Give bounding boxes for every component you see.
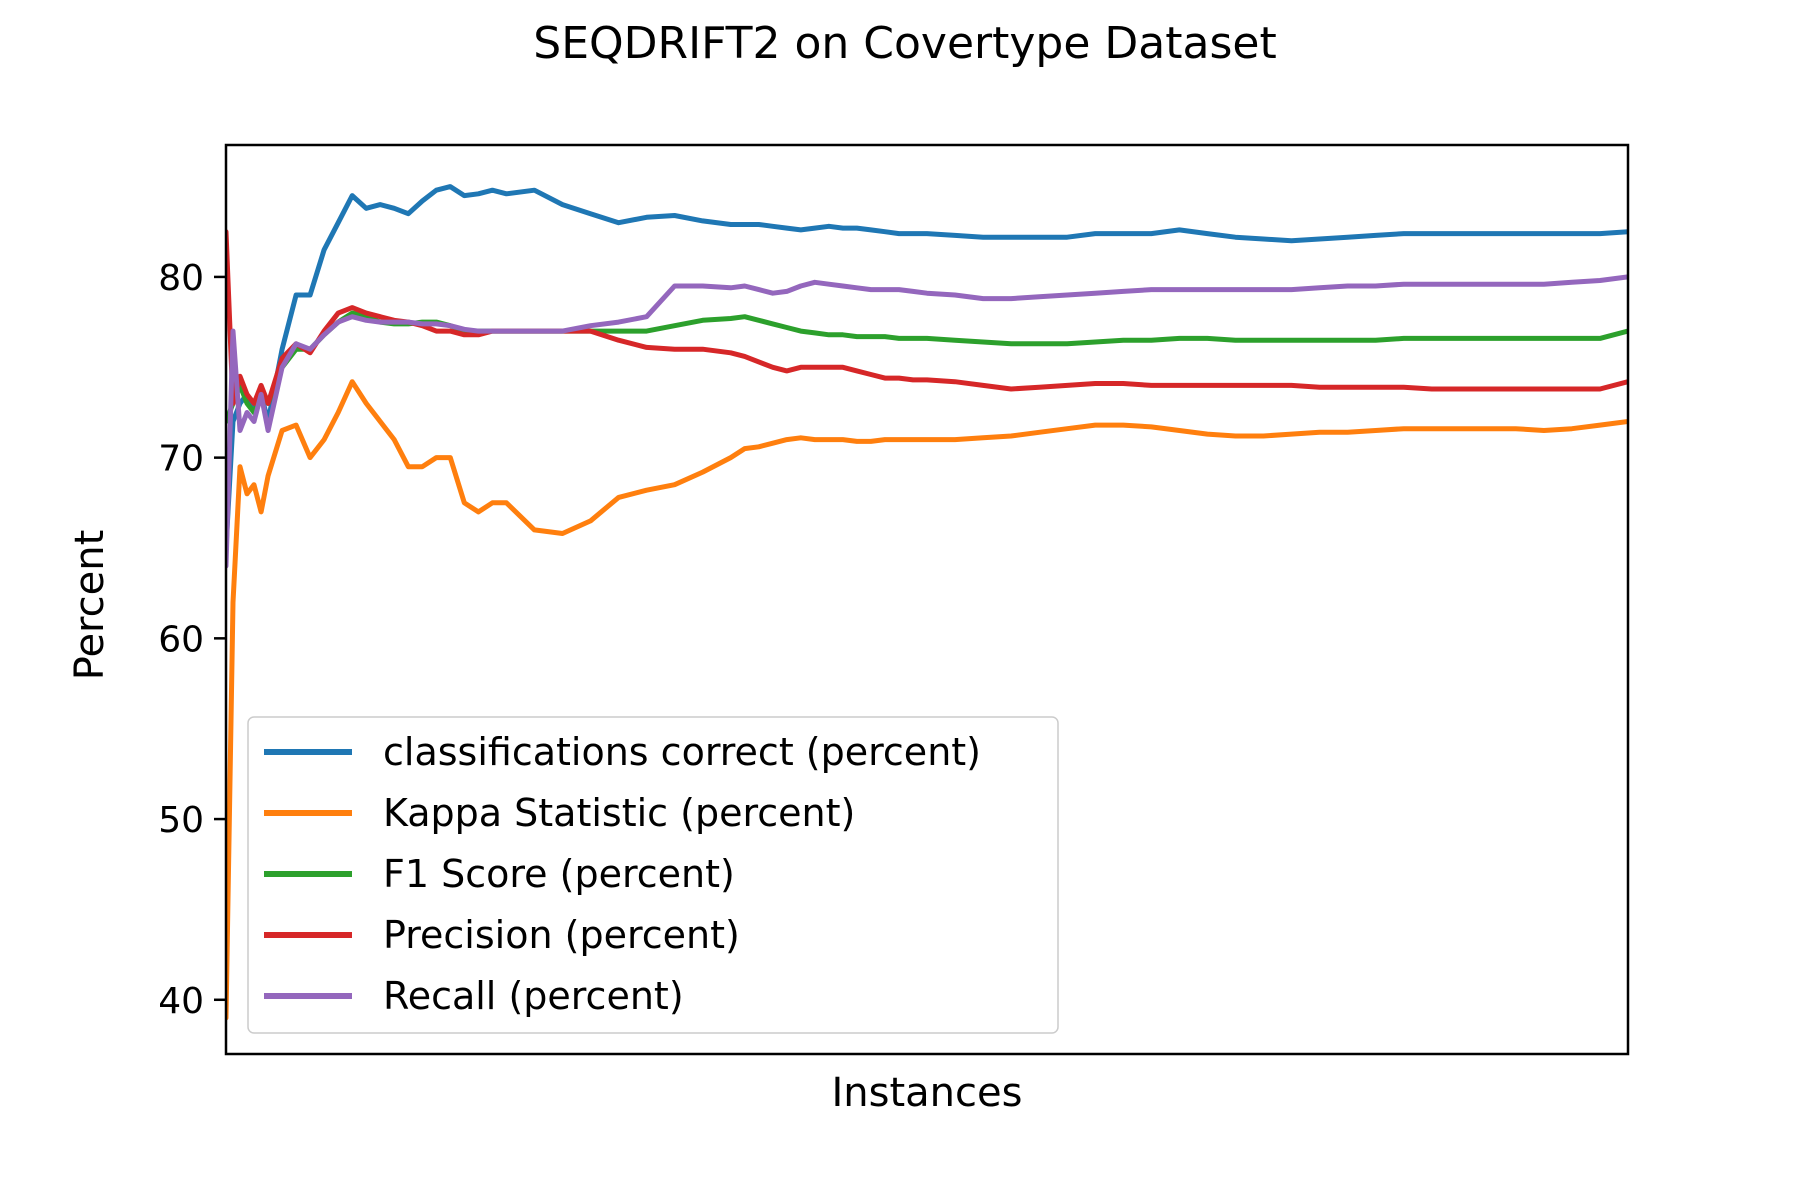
series-line-0 (226, 184, 1628, 551)
series-line-4 (226, 274, 1628, 569)
x-axis-label: Instances (832, 1070, 1023, 1116)
y-axis-label: Percent (67, 530, 113, 681)
series-line-1 (226, 379, 1628, 1021)
legend-label-4: Recall (percent) (383, 974, 684, 1018)
y-tick-label: 40 (158, 981, 204, 1022)
y-tick-label: 80 (158, 258, 204, 299)
legend-label-0: classifications correct (percent) (383, 730, 981, 774)
legend: classifications correct (percent) Kappa S… (247, 716, 1059, 1034)
series-line-3 (226, 229, 1628, 406)
y-axis-ticks: 40 50 60 70 80 (158, 258, 226, 1022)
chart-title: SEQDRIFT2 on Covertype Dataset (533, 18, 1276, 69)
legend-label-3: Precision (percent) (383, 913, 740, 957)
plot-frame (224, 143, 1630, 1056)
y-tick-label: 50 (158, 800, 204, 841)
legend-label-1: Kappa Statistic (percent) (383, 791, 855, 835)
y-tick-label: 70 (158, 439, 204, 480)
y-tick-label: 60 (158, 619, 204, 660)
legend-label-2: F1 Score (percent) (383, 852, 735, 896)
legend-box (247, 716, 1059, 1034)
plot-area (226, 184, 1628, 1021)
